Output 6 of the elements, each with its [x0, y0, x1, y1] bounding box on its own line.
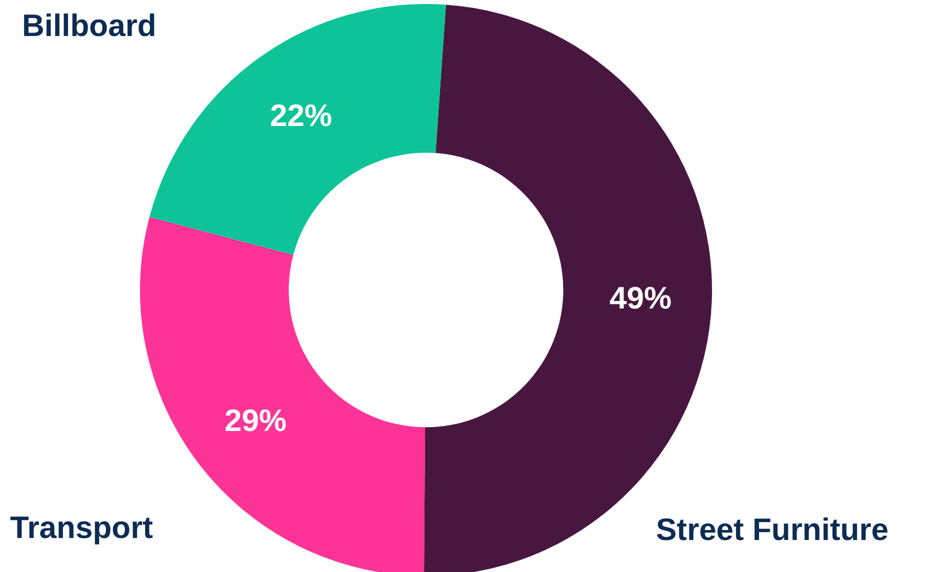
slice-label: Billboard [22, 8, 156, 43]
data-label: 29% [224, 402, 287, 438]
slice-label: Street Furniture [656, 512, 889, 547]
data-label: 22% [270, 98, 332, 133]
data-label: 49% [609, 280, 672, 316]
slice-label: Transport [10, 510, 153, 545]
